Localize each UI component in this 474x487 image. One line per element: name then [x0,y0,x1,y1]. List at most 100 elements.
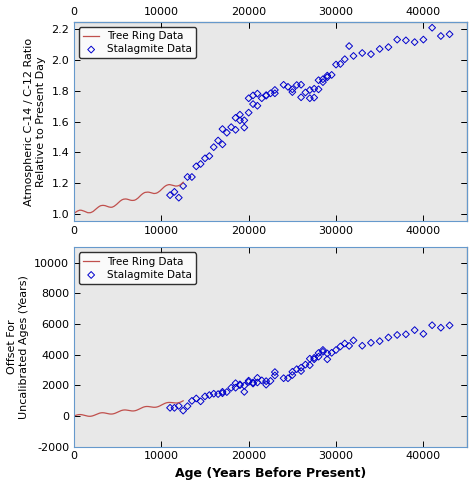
Tree Ring Data [153,190,159,196]
Stalagmite Data [301,89,309,96]
Stalagmite Data [402,37,410,44]
Stalagmite Data [245,109,253,116]
Stalagmite Data [232,126,239,134]
Tree Ring Data [71,211,77,217]
Y-axis label: Atmospheric C-14 / C-12 Ratio
Relative to Present Day: Atmospheric C-14 / C-12 Ratio Relative t… [24,37,46,206]
Stalagmite Data [428,321,436,329]
Stalagmite Data [319,346,327,354]
Stalagmite Data [258,376,265,384]
Tree Ring Data [144,404,150,410]
Stalagmite Data [232,384,239,392]
Stalagmite Data [214,390,222,398]
Stalagmite Data [306,86,314,94]
Stalagmite Data [310,356,318,363]
Stalagmite Data [367,339,375,347]
Tree Ring Data [136,407,141,412]
Stalagmite Data [350,337,357,344]
Stalagmite Data [271,372,279,379]
Stalagmite Data [201,393,209,400]
Tree Ring Data [100,410,105,416]
Stalagmite Data [271,90,279,97]
Stalagmite Data [232,114,239,122]
Stalagmite Data [428,24,436,32]
Stalagmite Data [289,368,296,375]
Stalagmite Data [306,361,314,369]
Stalagmite Data [223,388,231,396]
Stalagmite Data [293,365,301,373]
Stalagmite Data [341,56,348,63]
Stalagmite Data [240,388,248,396]
Stalagmite Data [201,154,209,162]
Stalagmite Data [219,389,226,397]
Stalagmite Data [262,381,270,389]
Tree Ring Data [121,407,127,413]
Stalagmite Data [297,364,305,372]
Stalagmite Data [328,71,336,79]
Stalagmite Data [271,86,279,94]
Stalagmite Data [437,32,445,40]
Stalagmite Data [411,38,419,46]
Stalagmite Data [254,374,261,382]
Stalagmite Data [341,339,348,347]
Stalagmite Data [232,379,239,387]
Stalagmite Data [446,321,453,329]
Stalagmite Data [240,124,248,131]
Stalagmite Data [214,137,222,145]
Tree Ring Data [120,196,126,202]
Stalagmite Data [240,382,248,390]
Stalagmite Data [306,94,314,102]
Tree Ring Data [136,195,141,201]
Stalagmite Data [254,90,261,97]
Stalagmite Data [384,334,392,341]
Stalagmite Data [219,140,226,148]
Stalagmite Data [188,173,196,181]
Stalagmite Data [249,378,257,386]
Legend: Tree Ring Data, Stalagmite Data: Tree Ring Data, Stalagmite Data [79,27,196,58]
Stalagmite Data [319,78,327,86]
Stalagmite Data [271,368,279,376]
Stalagmite Data [184,402,191,410]
Stalagmite Data [297,81,305,89]
Stalagmite Data [188,397,196,405]
Stalagmite Data [240,116,248,124]
Stalagmite Data [223,129,231,137]
Stalagmite Data [258,94,265,102]
Tree Ring Data [180,398,186,404]
Stalagmite Data [210,390,218,397]
Stalagmite Data [411,326,419,334]
Tree Ring Data [71,413,77,419]
Tree Ring Data [91,208,96,214]
Stalagmite Data [284,375,292,382]
Stalagmite Data [393,36,401,43]
Stalagmite Data [376,45,383,53]
Stalagmite Data [206,152,213,160]
Stalagmite Data [249,380,257,388]
Line: Tree Ring Data: Tree Ring Data [74,182,183,214]
Stalagmite Data [228,123,235,131]
Stalagmite Data [262,377,270,385]
Stalagmite Data [280,81,287,89]
Stalagmite Data [419,330,427,338]
Stalagmite Data [402,330,410,338]
Stalagmite Data [236,380,244,388]
Stalagmite Data [358,342,366,350]
Stalagmite Data [393,331,401,339]
Stalagmite Data [284,83,292,91]
Stalagmite Data [166,191,174,199]
Stalagmite Data [323,350,331,357]
Stalagmite Data [384,43,392,51]
Stalagmite Data [323,72,331,79]
Stalagmite Data [289,85,296,93]
Stalagmite Data [166,404,174,412]
Stalagmite Data [219,125,226,133]
Stalagmite Data [315,85,322,93]
Stalagmite Data [236,111,244,119]
Stalagmite Data [245,377,253,385]
Stalagmite Data [297,94,305,101]
Stalagmite Data [350,52,357,60]
Stalagmite Data [175,194,182,202]
Stalagmite Data [184,173,191,181]
Stalagmite Data [267,377,274,385]
Stalagmite Data [346,42,353,50]
Stalagmite Data [249,92,257,99]
